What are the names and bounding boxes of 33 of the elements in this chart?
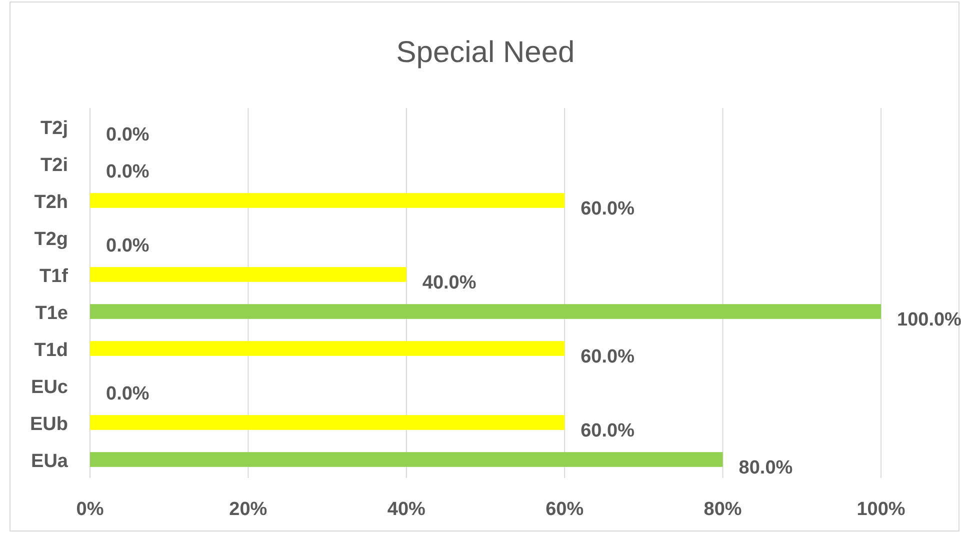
x-tick-label: 60%: [546, 499, 584, 520]
data-label: 0.0%: [106, 384, 150, 404]
data-label: 40.0%: [422, 272, 476, 294]
data-label: 0.0%: [106, 162, 150, 182]
bar: [90, 267, 406, 282]
x-tick-label: 40%: [387, 499, 426, 520]
y-tick-label: T2i: [40, 155, 68, 176]
y-tick-label: EUb: [30, 414, 68, 436]
y-tick-label: T1f: [40, 266, 69, 288]
y-tick-label: T2h: [34, 192, 68, 214]
x-tick-label: 20%: [229, 499, 268, 520]
bar: [90, 341, 565, 356]
data-label: 60.0%: [580, 346, 635, 368]
bar: [90, 304, 881, 319]
y-tick-label: T1e: [35, 303, 68, 324]
x-tick-label: 0%: [76, 499, 104, 520]
x-tick-label: 100%: [856, 499, 906, 520]
y-tick-label: EUc: [31, 377, 68, 398]
data-label: 0.0%: [106, 236, 150, 256]
y-tick-label: T2g: [34, 229, 68, 250]
data-label: 60.0%: [580, 420, 635, 442]
y-tick-label: T2j: [40, 118, 68, 140]
chart-title: Special Need: [396, 36, 575, 69]
bar: [90, 193, 565, 208]
data-label: 100.0%: [897, 310, 961, 330]
y-tick-label: EUa: [31, 451, 68, 472]
x-tick-label: 80%: [704, 499, 742, 520]
data-label: 60.0%: [580, 198, 635, 220]
y-tick-label: T1d: [34, 340, 68, 362]
bar: [90, 452, 723, 467]
data-label: 0.0%: [106, 124, 150, 146]
bar: [90, 415, 565, 430]
data-label: 80.0%: [738, 458, 793, 478]
